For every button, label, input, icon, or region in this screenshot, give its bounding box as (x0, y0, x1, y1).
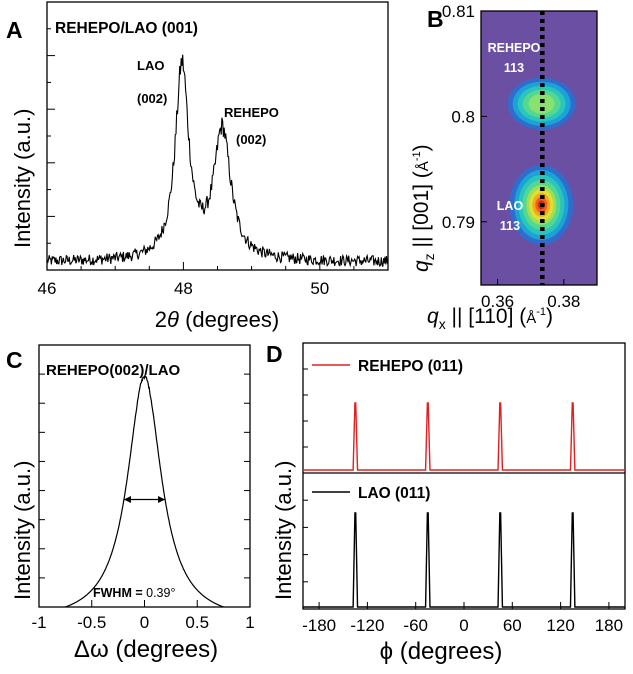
panel-a-xtick-label: 46 (38, 279, 57, 298)
panel-d-legend-lao: LAO (011) (358, 485, 430, 502)
panel-c-fwhm-label: FWHM = (93, 586, 146, 600)
panel-a-xlabel-suffix: (degrees) (179, 307, 279, 332)
panel-c-rocking-curve (65, 375, 224, 607)
panel-a-xrd-curve (47, 54, 388, 268)
panel-a-xlabel: 2θ (degrees) (155, 307, 279, 332)
panel-d-xtick-label: 60 (503, 616, 522, 635)
panel-b-xlabel-rest: || [110] ( (446, 305, 527, 328)
panel-a-peak2-line1: REHEPO (224, 105, 279, 120)
panel-a-xtick-label: 50 (310, 279, 329, 298)
panel-b-spot-contour (528, 93, 555, 114)
panel-b-xlabel-sub: x (439, 316, 446, 332)
panel-b-spot1-line1: REHEPO (488, 41, 541, 55)
panel-b-xlabel-exp: -1 (536, 306, 546, 318)
panel-c-fwhm-text: FWHM = 0.39° (93, 586, 175, 600)
panel-d-xtick-label: 180 (595, 616, 623, 635)
panel-c-frame (38, 344, 251, 608)
panel-b-ytick-label: 0.8 (451, 107, 475, 126)
panel-b-letter: B (427, 6, 444, 32)
panel-b-spot1-line2: 113 (504, 61, 524, 75)
panel-b-ylabel: qz || [001] (Å-1) (410, 144, 437, 272)
panel-c-fwhm-arrowhead-right (158, 496, 166, 504)
panel-a-peak2-line2: (002) (236, 132, 266, 147)
panel-b-ylabel-exp: -1 (411, 151, 423, 161)
panel-a-xlabel-prefix: 2 (155, 307, 167, 332)
panel-d: D -180 -120 -60 0 60 120 180 REHEPO (011) LAO … (266, 341, 626, 665)
panel-c-ylabel: Intensity (a.u.) (10, 461, 35, 600)
panel-c-xtick-label: 1 (245, 613, 254, 632)
panel-a: A 46 48 50 REHEPO/LAO (001) LAO (002) REHE… (6, 1, 389, 332)
panel-b-ylabel-sub: z (421, 253, 437, 260)
panel-c-fwhm-arrow (123, 496, 166, 504)
panel-a-peak1-line2: (002) (137, 91, 167, 106)
panel-b-ylabel-unit: Å (415, 161, 432, 171)
panel-c-fwhm-value: 0.39° (146, 586, 175, 600)
panel-d-xtick-label: 120 (546, 616, 574, 635)
panel-c-letter: C (6, 347, 23, 373)
panel-b-ylabel-rest: || [001] ( (410, 171, 433, 253)
panel-d-frame (302, 342, 626, 610)
panel-d-xlabel-sym: ϕ (380, 638, 393, 665)
panel-d-ylabel: Intensity (a.u.) (271, 461, 296, 600)
panel-c-ticks: -1 -0.5 0 0.5 1 (31, 373, 255, 632)
panel-b-xlabel-q: q (427, 305, 439, 328)
panel-a-peak1-line1: LAO (137, 58, 164, 73)
panel-b-xlabel-close: ) (546, 305, 553, 328)
panel-d-rehepo-series (303, 402, 625, 471)
panel-c-fwhm-arrowhead-left (123, 496, 131, 504)
panel-b-ytick-label: 0.79 (442, 213, 475, 232)
panel-b-spot2-line1: LAO (497, 199, 524, 213)
panel-c-xtick-label: -1 (31, 613, 46, 632)
panel-d-legend-rehepo: REHEPO (011) (358, 358, 463, 375)
panel-b-frame (480, 10, 598, 286)
panel-d-ticks: -180 -120 -60 0 60 120 180 (302, 368, 623, 635)
panel-a-xtick-label: 48 (174, 279, 193, 298)
panel-b: B 0.79 0.8 0.81 0.36 0.38 REHEPO 113 LAO 113… (410, 2, 598, 332)
panel-b-ylabel-close: ) (410, 144, 433, 151)
panel-a-frame (46, 1, 389, 271)
panel-d-xlabel: ϕ (degrees) (380, 638, 503, 665)
panel-b-ylabel-q: q (410, 260, 433, 272)
panel-d-xtick-label: 0 (459, 616, 468, 635)
panel-c: C -1 -0.5 0 0.5 1 REHEPO(002)/LAO FWHM = 0.3… (6, 344, 255, 663)
panel-a-xlabel-theta: θ (167, 307, 179, 332)
panel-a-ticks: 46 48 50 (38, 28, 355, 298)
panel-c-xtick-label: -0.5 (77, 613, 106, 632)
panel-d-letter: D (266, 341, 283, 367)
panel-d-lao-series (303, 512, 625, 608)
panel-d-lao-line (303, 512, 625, 608)
panel-d-xtick-label: -180 (302, 616, 336, 635)
panel-a-letter: A (6, 17, 23, 43)
panel-c-xlabel-rest: (degrees) (109, 636, 218, 663)
panel-c-xtick-label: 0 (140, 613, 149, 632)
panel-b-xtick-label: 0.36 (481, 292, 514, 311)
panel-c-title: REHEPO(002)/LAO (46, 362, 181, 379)
panel-d-rehepo-line (303, 402, 625, 471)
panel-a-ylabel: Intensity (a.u.) (10, 109, 35, 248)
panel-c-xlabel-sym: Δω (74, 636, 109, 663)
panel-d-xtick-label: -120 (350, 616, 384, 635)
panel-d-xtick-label: -60 (403, 616, 428, 635)
panel-d-xlabel-rest: (degrees) (393, 638, 502, 665)
panel-b-ticks: 0.79 0.8 0.81 0.36 0.38 (442, 2, 580, 311)
panel-b-spot2-line2: 113 (500, 219, 520, 233)
panel-b-xlabel-unit: Å (526, 310, 536, 327)
panel-b-xlabel: qx || [110] (Å-1) (427, 305, 553, 332)
panel-c-xtick-label: 0.5 (185, 613, 209, 632)
panel-b-xtick-label: 0.38 (547, 292, 580, 311)
panel-b-ytick-label: 0.81 (442, 2, 475, 21)
panel-c-xlabel: Δω (degrees) (74, 636, 218, 663)
panel-a-title: REHEPO/LAO (001) (55, 20, 198, 37)
